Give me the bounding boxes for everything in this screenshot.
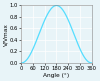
Y-axis label: V/Vmax: V/Vmax bbox=[4, 23, 8, 46]
X-axis label: Angle (°): Angle (°) bbox=[43, 72, 70, 78]
